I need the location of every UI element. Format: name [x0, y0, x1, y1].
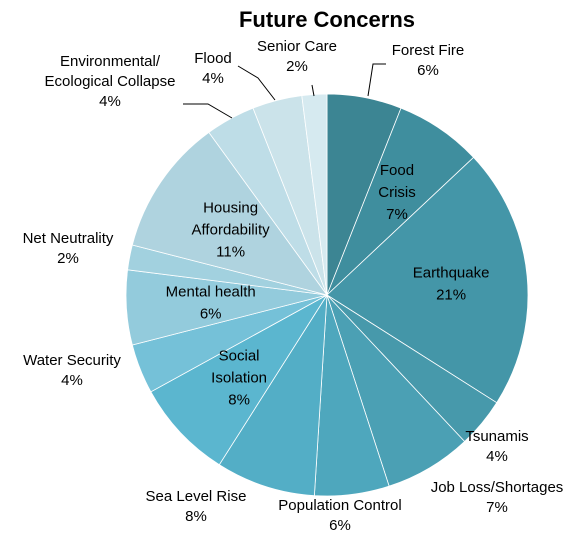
slice-name: Ecological Collapse [45, 73, 176, 90]
pie-slices [125, 93, 529, 497]
slice-name: Affordability [192, 222, 271, 239]
slice-name: Environmental/ [60, 53, 161, 70]
pie-slice-senior-care [301, 93, 328, 296]
slice-name: Population Control [278, 497, 401, 514]
slice-percent: 6% [200, 305, 222, 322]
pie-slice-sea-level-rise [218, 294, 328, 497]
slice-name: Housing [203, 200, 258, 217]
slice-percent: 4% [486, 448, 508, 465]
leader-line-flood [237, 65, 276, 101]
slice-label-sea-level-rise: Sea Level Rise 8% [146, 488, 247, 525]
slice-label-tsunamis: Tsunamis 4% [465, 428, 528, 465]
slice-label-food-crisis: Food Crisis 7% [378, 162, 416, 223]
slice-labels: Forest Fire 6% Food Crisis 7% Earthquake 21% Ts… [23, 38, 564, 534]
slice-label-environmental-ecological-collapse: Environmental/Ecological Collapse 4% [45, 53, 176, 110]
slice-label-flood: Flood 4% [194, 50, 232, 87]
slice-percent: 7% [486, 499, 508, 516]
slice-name: Flood [194, 50, 232, 67]
slice-label-senior-care: Senior Care 2% [257, 38, 337, 75]
slice-name: Sea Level Rise [146, 488, 247, 505]
slice-label-social-isolation: Social Isolation 8% [211, 348, 267, 409]
slice-label-earthquake: Earthquake 21% [413, 264, 490, 303]
slice-label-net-neutrality: Net Neutrality 2% [23, 230, 114, 267]
slice-percent: 8% [228, 392, 250, 409]
slice-percent: 2% [286, 58, 308, 75]
slice-label-housing-affordability: Housing Affordability 11% [192, 200, 271, 261]
slice-percent: 4% [61, 372, 83, 389]
pie-slice-housing-affordability [131, 131, 328, 296]
slice-label-water-security: Water Security 4% [23, 352, 121, 389]
pie-slice-social-isolation [150, 294, 328, 466]
slice-percent: 4% [202, 70, 224, 87]
slice-percent: 6% [329, 517, 351, 534]
slice-name: Social [219, 348, 260, 365]
slice-name: Net Neutrality [23, 230, 114, 247]
slice-percent: 2% [57, 250, 79, 267]
slice-percent: 21% [436, 286, 466, 303]
slice-percent: 8% [185, 508, 207, 525]
leader-lines [183, 63, 386, 119]
slice-name: Crisis [378, 184, 416, 201]
slice-percent: 6% [417, 62, 439, 79]
leader-line-environmental-ecological-collapse [183, 103, 233, 119]
slice-label-job-loss-shortages: Job Loss/Shortages 7% [431, 479, 564, 516]
slice-name: Water Security [23, 352, 121, 369]
slice-percent: 7% [386, 206, 408, 223]
slice-label-forest-fire: Forest Fire 6% [392, 42, 465, 79]
slice-label-mental-health: Mental health 6% [166, 283, 256, 322]
leader-line-senior-care [311, 84, 315, 97]
slice-name: Isolation [211, 370, 267, 387]
slice-name: Earthquake [413, 264, 490, 281]
slice-percent: 11% [216, 244, 245, 261]
leader-line-forest-fire [367, 63, 386, 97]
slice-name: Tsunamis [465, 428, 528, 445]
slice-percent: 4% [99, 93, 121, 110]
slice-name: Forest Fire [392, 42, 465, 59]
pie-slice-earthquake [326, 156, 529, 404]
slice-name: Job Loss/Shortages [431, 479, 564, 496]
slice-name: Mental health [166, 283, 256, 300]
chart-title: Future Concerns [239, 7, 415, 32]
slice-name: Senior Care [257, 38, 337, 55]
slice-name: Food [380, 162, 414, 179]
slice-label-population-control: Population Control 6% [278, 497, 401, 534]
